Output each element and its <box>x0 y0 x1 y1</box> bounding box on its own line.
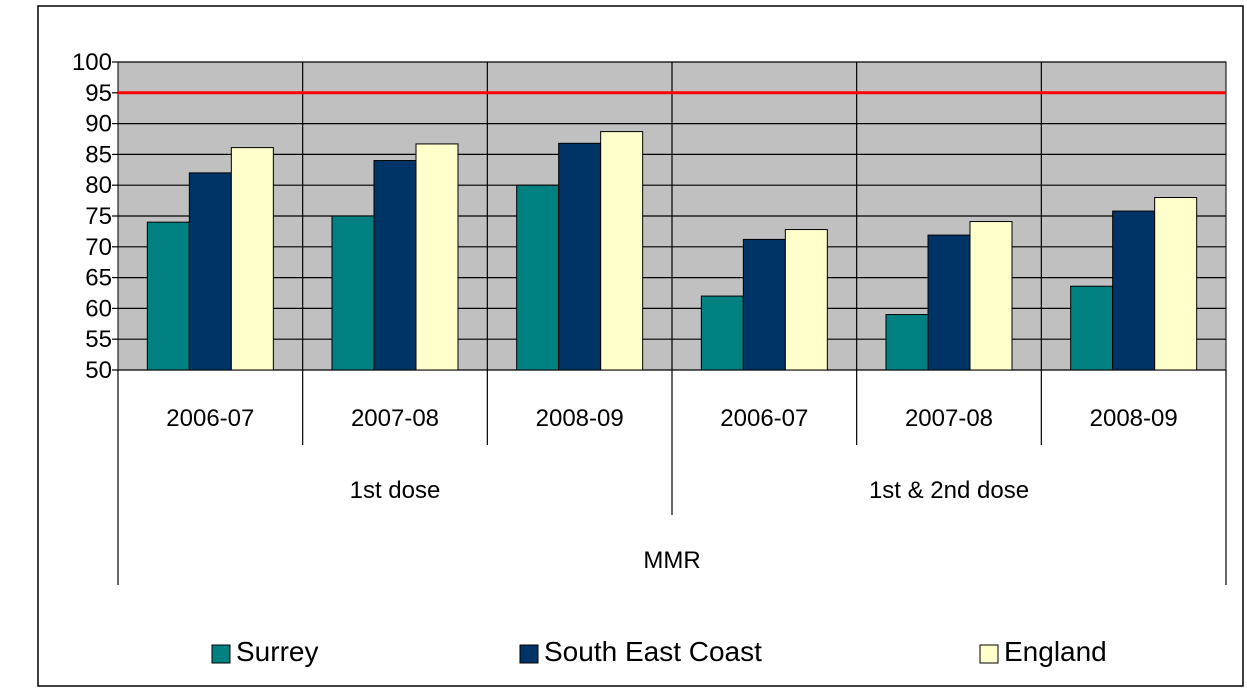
bar-south-east-coast <box>558 142 602 371</box>
bar-england <box>969 221 1013 371</box>
bar-south-east-coast <box>742 238 786 371</box>
bar-surrey <box>516 184 560 371</box>
y-tick-label: 80 <box>85 172 112 199</box>
y-tick-label: 75 <box>85 203 112 230</box>
bars <box>146 131 1198 371</box>
x-tick-label: 2008-09 <box>536 405 624 432</box>
x-tick-label: 2006-07 <box>720 405 808 432</box>
legend-label: South East Coast <box>544 636 762 667</box>
bar-south-east-coast <box>1112 210 1156 371</box>
bar-england <box>600 131 644 371</box>
grid-lines <box>118 61 1226 371</box>
y-tick-label: 85 <box>85 141 112 168</box>
bar-surrey <box>885 314 929 371</box>
bar-england <box>415 143 459 371</box>
x-axis: 2006-07 2007-08 2008-09 2006-07 2007-08 2008-… <box>117 370 1227 585</box>
x-tick-label: 2007-08 <box>905 405 993 432</box>
legend-label: England <box>1004 636 1107 667</box>
legend: Surrey South East Coast England <box>211 636 1107 667</box>
y-axis: 50 55 60 65 70 75 80 85 90 95 100 <box>72 49 118 384</box>
legend-swatch <box>211 644 231 664</box>
y-tick-label: 50 <box>85 357 112 384</box>
legend-label: Surrey <box>236 636 318 667</box>
legend-swatch <box>519 644 539 664</box>
y-tick-label: 70 <box>85 234 112 261</box>
supergroup-label: MMR <box>643 547 700 574</box>
y-tick-label: 60 <box>85 295 112 322</box>
bar-surrey <box>331 215 375 371</box>
bar-surrey <box>146 221 190 371</box>
group-label: 1st dose <box>350 477 441 504</box>
group-label: 1st & 2nd dose <box>869 477 1029 504</box>
y-tick-label: 90 <box>85 111 112 138</box>
y-tick-label: 95 <box>85 80 112 107</box>
x-tick-label: 2007-08 <box>351 405 439 432</box>
bar-surrey <box>1070 285 1114 371</box>
bar-england <box>230 147 274 371</box>
bar-surrey <box>700 295 744 371</box>
bar-england <box>784 229 828 371</box>
x-tick-label: 2006-07 <box>166 405 254 432</box>
bar-south-east-coast <box>373 160 417 371</box>
bar-south-east-coast <box>927 234 971 371</box>
legend-swatch <box>979 644 999 664</box>
bar-south-east-coast <box>188 172 232 371</box>
y-tick-label: 55 <box>85 326 112 353</box>
x-tick-label: 2008-09 <box>1090 405 1178 432</box>
bar-england <box>1154 197 1198 371</box>
y-tick-label: 100 <box>72 49 112 76</box>
y-tick-label: 65 <box>85 265 112 292</box>
